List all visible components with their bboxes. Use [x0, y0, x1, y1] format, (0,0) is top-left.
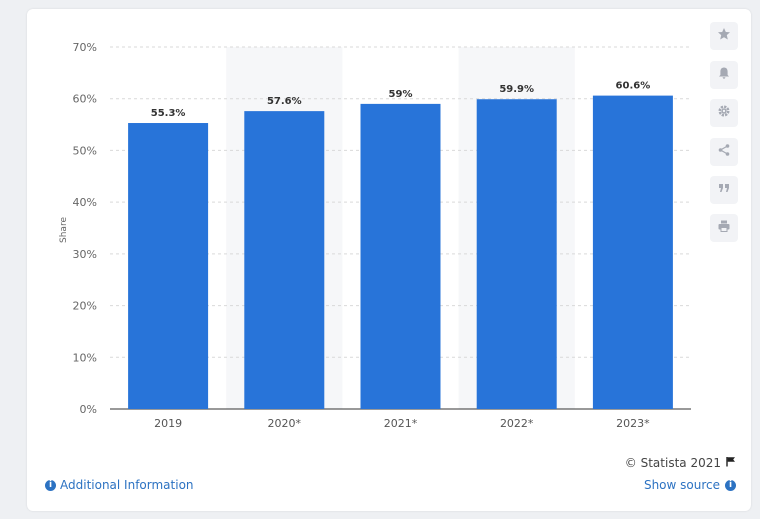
share-icon — [717, 143, 731, 161]
data-label: 59.9% — [499, 84, 534, 95]
additional-information-label: Additional Information — [60, 478, 194, 492]
print-button[interactable] — [710, 214, 738, 242]
info-icon: i — [45, 479, 56, 491]
favorite-button[interactable] — [710, 22, 738, 50]
print-icon — [717, 219, 731, 237]
y-tick-label: 10% — [73, 351, 97, 364]
star-icon — [717, 27, 731, 45]
y-tick-label: 0% — [80, 403, 97, 416]
info-icon: i — [725, 479, 736, 491]
data-label: 57.6% — [267, 96, 302, 107]
y-tick-label: 50% — [73, 144, 97, 157]
show-source-link[interactable]: Show source i — [644, 478, 736, 492]
bar — [592, 95, 673, 410]
additional-information-link[interactable]: i Additional Information — [45, 478, 194, 492]
gear-icon — [717, 104, 731, 122]
y-tick-label: 60% — [73, 93, 97, 106]
bar — [360, 103, 441, 409]
notification-button[interactable] — [710, 61, 738, 89]
settings-button[interactable] — [710, 99, 738, 127]
bar — [476, 99, 557, 409]
y-tick-label: 70% — [73, 41, 97, 54]
y-tick-label: 20% — [73, 300, 97, 313]
flag-icon — [726, 456, 736, 470]
data-label: 55.3% — [151, 108, 186, 119]
cite-button[interactable] — [710, 176, 738, 204]
data-label: 59% — [389, 89, 413, 100]
x-tick-label: 2019 — [154, 417, 182, 430]
y-axis-label: Share — [59, 217, 69, 243]
x-tick-label: 2022* — [500, 417, 534, 430]
quote-icon — [717, 181, 731, 199]
x-tick-label: 2021* — [384, 417, 418, 430]
share-button[interactable] — [710, 138, 738, 166]
bar — [128, 123, 209, 410]
x-tick-label: 2020* — [268, 417, 302, 430]
bar — [244, 111, 325, 409]
y-tick-label: 40% — [73, 196, 97, 209]
x-tick-label: 2023* — [616, 417, 650, 430]
data-label: 60.6% — [616, 81, 651, 92]
copyright-text: © Statista 2021 — [624, 456, 721, 470]
copyright: © Statista 2021 — [625, 456, 736, 470]
show-source-label: Show source — [643, 478, 720, 492]
y-tick-label: 30% — [73, 248, 97, 261]
bell-icon — [717, 66, 731, 84]
